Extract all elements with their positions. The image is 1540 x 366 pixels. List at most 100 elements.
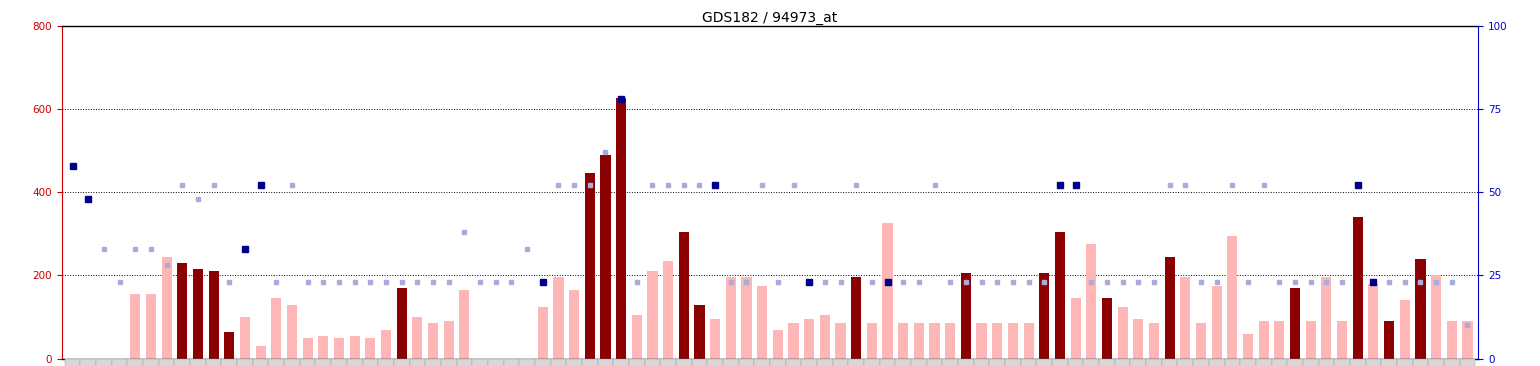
Bar <box>1161 359 1178 366</box>
Bar <box>319 336 328 359</box>
Bar <box>976 323 987 359</box>
Bar <box>189 359 206 366</box>
Bar <box>567 359 582 366</box>
Bar <box>365 338 376 359</box>
Bar <box>192 269 203 359</box>
Bar <box>1287 359 1303 366</box>
Bar <box>739 359 755 366</box>
Bar <box>174 359 189 366</box>
Bar <box>631 315 642 359</box>
Bar <box>849 359 864 366</box>
Bar <box>1381 359 1397 366</box>
Bar <box>930 323 939 359</box>
Bar <box>676 359 691 366</box>
Bar <box>722 359 739 366</box>
Bar <box>177 263 188 359</box>
Bar <box>1369 284 1378 359</box>
Bar <box>1460 359 1475 366</box>
Bar <box>397 288 407 359</box>
Bar <box>1118 307 1127 359</box>
Bar <box>1412 359 1428 366</box>
Bar <box>1243 334 1254 359</box>
Bar <box>1006 359 1021 366</box>
Bar <box>95 359 112 366</box>
Bar <box>942 359 958 366</box>
Bar <box>1334 359 1351 366</box>
Bar <box>271 298 282 359</box>
Bar <box>1164 257 1175 359</box>
Bar <box>80 359 95 366</box>
Bar <box>128 359 143 366</box>
Bar <box>553 277 564 359</box>
Bar <box>1272 359 1287 366</box>
Bar <box>679 232 688 359</box>
Bar <box>628 359 645 366</box>
Bar <box>1318 359 1334 366</box>
Bar <box>146 294 156 359</box>
Bar <box>616 98 627 359</box>
Bar <box>440 359 456 366</box>
Bar <box>456 359 473 366</box>
Bar <box>410 359 425 366</box>
Bar <box>504 359 519 366</box>
Bar <box>286 305 297 359</box>
Bar <box>1055 232 1066 359</box>
Bar <box>488 359 504 366</box>
Bar <box>394 359 410 366</box>
Bar <box>519 359 534 366</box>
Bar <box>131 294 140 359</box>
Bar <box>912 359 927 366</box>
Bar <box>1384 321 1394 359</box>
Bar <box>1321 277 1332 359</box>
Bar <box>1024 323 1033 359</box>
Bar <box>534 359 551 366</box>
Bar <box>1070 298 1081 359</box>
Bar <box>413 317 422 359</box>
Bar <box>661 359 676 366</box>
Bar <box>852 277 861 359</box>
Bar <box>379 359 394 366</box>
Bar <box>1130 359 1146 366</box>
Bar <box>835 323 845 359</box>
Bar <box>1240 359 1255 366</box>
Bar <box>755 359 770 366</box>
Bar <box>65 359 80 366</box>
Bar <box>1397 359 1412 366</box>
Bar <box>1036 359 1052 366</box>
Bar <box>710 319 721 359</box>
Bar <box>1306 321 1315 359</box>
Bar <box>1197 323 1206 359</box>
Bar <box>1212 286 1221 359</box>
Bar <box>1445 359 1460 366</box>
Bar <box>1052 359 1067 366</box>
Bar <box>973 359 989 366</box>
Bar <box>253 359 268 366</box>
Bar <box>208 271 219 359</box>
Bar <box>1227 236 1238 359</box>
Bar <box>350 336 360 359</box>
Bar <box>882 223 893 359</box>
Bar <box>362 359 379 366</box>
Bar <box>222 359 237 366</box>
Bar <box>444 321 454 359</box>
Bar <box>582 359 598 366</box>
Bar <box>1133 319 1143 359</box>
Bar <box>1446 321 1457 359</box>
Bar <box>1415 259 1426 359</box>
Bar <box>601 155 610 359</box>
Bar <box>725 277 736 359</box>
Bar <box>159 359 174 366</box>
Bar <box>613 359 628 366</box>
Bar <box>551 359 567 366</box>
Bar <box>773 329 782 359</box>
Bar <box>864 359 879 366</box>
Bar <box>913 323 924 359</box>
Bar <box>785 359 801 366</box>
Bar <box>927 359 942 366</box>
Bar <box>788 323 799 359</box>
Bar <box>331 359 347 366</box>
Bar <box>819 315 830 359</box>
Bar <box>946 323 955 359</box>
Bar <box>585 173 594 359</box>
Bar <box>1101 298 1112 359</box>
